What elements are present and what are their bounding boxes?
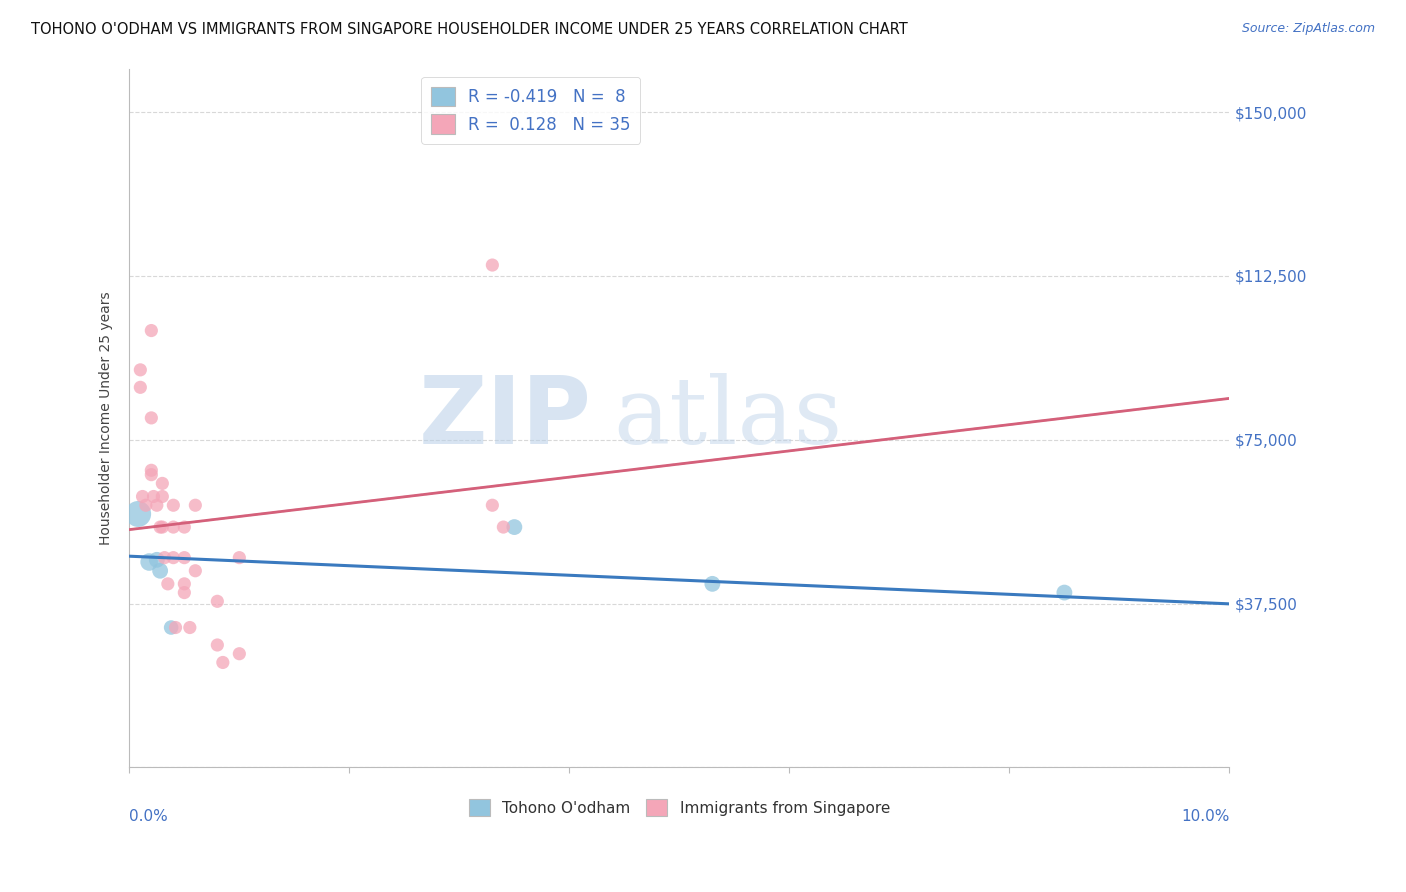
- Point: [481, 258, 503, 272]
- Point: [207, 594, 229, 608]
- Point: [141, 467, 163, 482]
- Point: [129, 363, 152, 377]
- Point: [141, 324, 163, 338]
- Point: [156, 577, 179, 591]
- Point: [146, 498, 169, 512]
- Point: [184, 564, 207, 578]
- Point: [141, 463, 163, 477]
- Point: [162, 550, 184, 565]
- Point: [146, 553, 169, 567]
- Point: [207, 638, 229, 652]
- Text: ZIP: ZIP: [419, 372, 592, 464]
- Point: [173, 520, 195, 534]
- Point: [153, 550, 176, 565]
- Point: [135, 498, 157, 512]
- Point: [173, 550, 195, 565]
- Text: TOHONO O'ODHAM VS IMMIGRANTS FROM SINGAPORE HOUSEHOLDER INCOME UNDER 25 YEARS CO: TOHONO O'ODHAM VS IMMIGRANTS FROM SINGAP…: [31, 22, 908, 37]
- Point: [173, 577, 195, 591]
- Point: [162, 498, 184, 512]
- Text: atlas: atlas: [613, 373, 842, 463]
- Point: [179, 620, 201, 634]
- Point: [160, 620, 183, 634]
- Legend: Tohono O'odham, Immigrants from Singapore: Tohono O'odham, Immigrants from Singapor…: [463, 793, 896, 822]
- Point: [149, 520, 172, 534]
- Point: [228, 550, 250, 565]
- Point: [211, 656, 233, 670]
- Text: Source: ZipAtlas.com: Source: ZipAtlas.com: [1241, 22, 1375, 36]
- Text: 0.0%: 0.0%: [129, 809, 169, 824]
- Point: [150, 520, 173, 534]
- Point: [129, 380, 152, 394]
- Point: [173, 585, 195, 599]
- Point: [150, 476, 173, 491]
- Point: [165, 620, 187, 634]
- Point: [131, 490, 153, 504]
- Point: [127, 507, 149, 521]
- Point: [702, 577, 724, 591]
- Text: 10.0%: 10.0%: [1181, 809, 1229, 824]
- Point: [138, 555, 160, 569]
- Point: [1053, 585, 1076, 599]
- Y-axis label: Householder Income Under 25 years: Householder Income Under 25 years: [100, 291, 114, 545]
- Point: [142, 490, 165, 504]
- Point: [184, 498, 207, 512]
- Point: [481, 498, 503, 512]
- Point: [141, 410, 163, 425]
- Point: [150, 490, 173, 504]
- Point: [503, 520, 526, 534]
- Point: [492, 520, 515, 534]
- Point: [228, 647, 250, 661]
- Point: [162, 520, 184, 534]
- Point: [149, 564, 172, 578]
